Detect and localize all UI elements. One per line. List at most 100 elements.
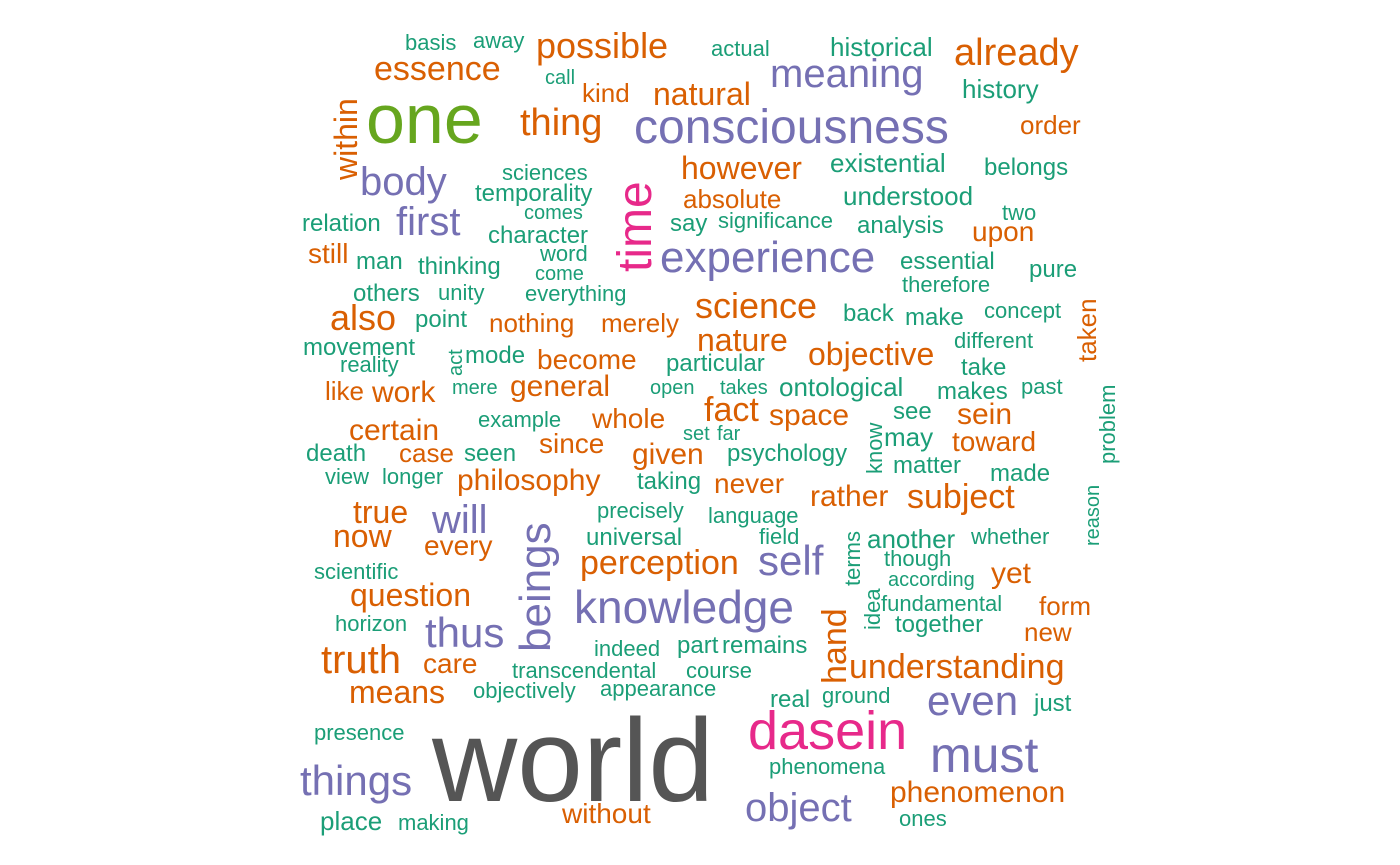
cloud-word-belongs: belongs [984, 154, 1069, 181]
cloud-word-ontological: ontological [779, 372, 904, 402]
cloud-word-matter: matter [893, 452, 962, 479]
cloud-word-know: know [862, 422, 887, 474]
cloud-word-truth: truth [321, 638, 402, 682]
cloud-word-one: one [366, 80, 483, 158]
cloud-word-fundamental: fundamental [881, 591, 1003, 616]
cloud-word-will: will [432, 498, 488, 542]
cloud-word-understood: understood [843, 181, 974, 211]
cloud-word-care: care [423, 648, 478, 679]
cloud-word-hand: hand [816, 608, 854, 684]
cloud-word-whether: whether [971, 524, 1050, 549]
cloud-word-see: see [893, 398, 932, 425]
cloud-word-time: time [609, 181, 662, 272]
cloud-word-essence: essence [374, 50, 501, 88]
cloud-word-never: never [714, 468, 785, 499]
cloud-word-subject: subject [907, 478, 1015, 516]
cloud-word-together: together [895, 611, 984, 638]
cloud-word-psychology: psychology [727, 440, 848, 467]
cloud-word-makes: makes [937, 378, 1008, 405]
cloud-word-scientific: scientific [314, 559, 399, 584]
cloud-word-dasein: dasein [748, 701, 908, 761]
cloud-word-made: made [990, 460, 1051, 487]
cloud-word-also: also [330, 297, 397, 338]
cloud-word-temporality: temporality [475, 180, 593, 207]
cloud-word-within: within [328, 98, 364, 180]
cloud-word-seen: seen [464, 440, 517, 467]
cloud-word-whole: whole [592, 403, 666, 434]
cloud-word-nature: nature [697, 322, 788, 358]
cloud-word-thing: thing [520, 102, 603, 144]
cloud-word-already: already [954, 32, 1079, 74]
cloud-word-take: take [961, 354, 1007, 381]
cloud-word-universal: universal [586, 524, 683, 551]
cloud-word-historical: historical [830, 32, 933, 62]
cloud-word-make: make [905, 304, 964, 331]
cloud-word-now: now [333, 518, 392, 554]
cloud-word-question: question [350, 577, 471, 613]
cloud-word-essential: essential [900, 248, 995, 275]
cloud-word-history: history [962, 74, 1039, 104]
cloud-word-field: field [759, 524, 800, 549]
cloud-word-sein: sein [957, 398, 1013, 431]
cloud-word-meaning: meaning [770, 52, 924, 96]
cloud-word-death: death [306, 440, 367, 467]
cloud-word-therefore: therefore [902, 272, 991, 297]
cloud-word-another: another [867, 524, 956, 554]
cloud-word-body: body [360, 160, 447, 204]
cloud-word-away: away [473, 28, 525, 53]
cloud-word-things: things [300, 757, 413, 804]
cloud-word-presence: presence [314, 720, 405, 745]
cloud-word-relation: relation [302, 210, 381, 237]
cloud-word-upon: upon [972, 216, 1035, 247]
cloud-word-horizon: horizon [335, 611, 408, 636]
cloud-word-understanding: understanding [849, 648, 1065, 686]
cloud-word-experience: experience [660, 233, 876, 282]
cloud-word-case: case [399, 438, 454, 468]
cloud-word-everything: everything [525, 281, 627, 306]
cloud-word-natural: natural [653, 76, 751, 112]
cloud-word-every: every [424, 530, 493, 561]
cloud-word-first: first [396, 200, 461, 244]
cloud-word-true: true [353, 494, 409, 530]
cloud-word-others: others [353, 280, 420, 307]
cloud-word-different: different [954, 328, 1034, 353]
cloud-word-analysis: analysis [857, 212, 944, 239]
cloud-word-toward: toward [952, 426, 1037, 457]
cloud-word-kind: kind [582, 78, 630, 108]
cloud-word-according: according [888, 569, 975, 591]
cloud-word-word: word [540, 241, 588, 266]
cloud-word-view: view [325, 464, 370, 489]
cloud-word-self: self [758, 537, 824, 584]
cloud-word-place: place [320, 806, 383, 836]
cloud-word-objectively: objectively [473, 678, 576, 703]
cloud-word-part: part [677, 632, 719, 659]
cloud-word-act: act [445, 349, 467, 376]
cloud-word-space: space [769, 399, 850, 432]
cloud-word-basis: basis [405, 30, 457, 55]
cloud-word-become: become [537, 344, 637, 375]
cloud-word-absolute: absolute [683, 184, 782, 214]
cloud-word-taking: taking [637, 468, 702, 495]
cloud-word-terms: terms [840, 531, 865, 586]
cloud-word-knowledge: knowledge [574, 581, 794, 633]
cloud-word-thus: thus [425, 609, 505, 656]
cloud-word-man: man [356, 248, 403, 275]
cloud-word-work: work [372, 376, 436, 409]
cloud-word-existential: existential [830, 148, 946, 178]
cloud-word-indeed: indeed [594, 636, 661, 661]
cloud-word-however: however [681, 150, 802, 186]
cloud-word-far: far [717, 423, 741, 445]
cloud-word-world: world [432, 695, 714, 827]
cloud-word-merely: merely [601, 308, 680, 338]
cloud-word-fact: fact [704, 391, 759, 429]
cloud-word-ground: ground [822, 683, 891, 708]
cloud-word-set: set [683, 423, 710, 445]
cloud-word-making: making [398, 810, 469, 835]
cloud-word-order: order [1020, 110, 1081, 140]
cloud-word-sciences: sciences [502, 160, 588, 185]
cloud-word-object: object [745, 786, 852, 830]
cloud-word-consciousness: consciousness [634, 101, 949, 154]
cloud-word-actual: actual [711, 36, 770, 61]
cloud-word-come: come [535, 263, 584, 285]
